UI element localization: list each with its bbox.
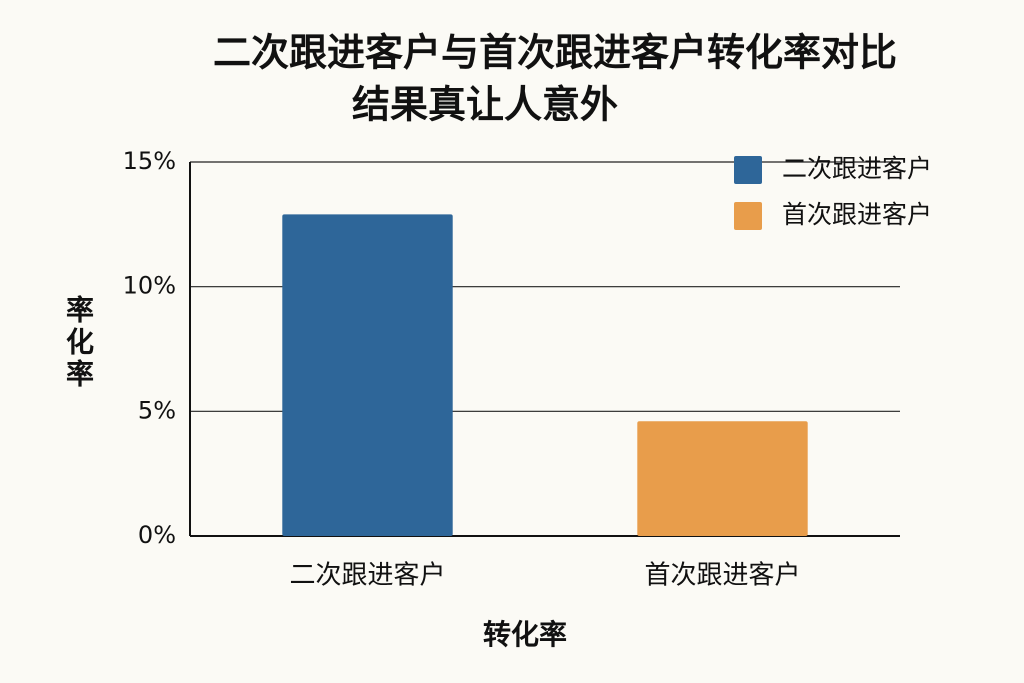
legend-label: 二次跟进客户 bbox=[782, 154, 932, 183]
legend-label: 首次跟进客户 bbox=[782, 200, 932, 229]
y-tick-label: 0% bbox=[138, 521, 176, 549]
bar bbox=[282, 214, 453, 537]
bar bbox=[637, 421, 808, 536]
x-axis-label: 转化率 bbox=[483, 618, 567, 651]
chart-title: 二次跟进客户与首次跟进客户转化率对比 bbox=[213, 31, 897, 75]
y-tick-label: 10% bbox=[123, 272, 176, 300]
legend-swatch bbox=[734, 202, 762, 230]
y-tick-label: 15% bbox=[123, 147, 176, 175]
legend-swatch bbox=[734, 156, 762, 184]
x-tick-label: 首次跟进客户 bbox=[644, 561, 800, 591]
y-tick-label: 5% bbox=[138, 396, 176, 424]
y-axis-label: 率化率 bbox=[62, 295, 95, 391]
x-tick-label: 二次跟进客户 bbox=[289, 561, 445, 591]
chart-title: 结果真让人意外 bbox=[352, 83, 618, 127]
